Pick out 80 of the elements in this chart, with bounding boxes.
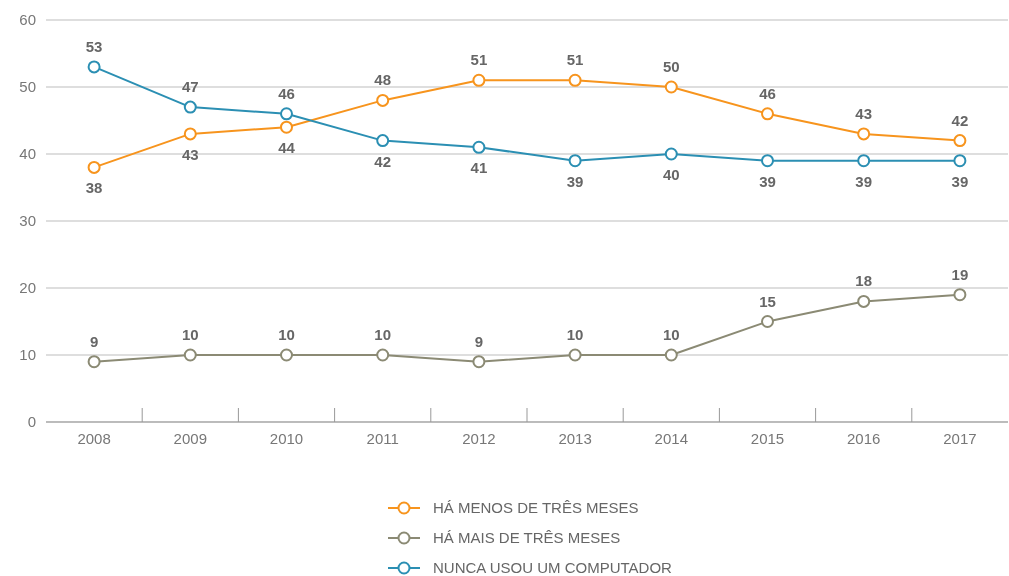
- data-label: 39: [759, 172, 776, 190]
- x-tick-label: 2012: [462, 430, 496, 447]
- data-label: 42: [951, 111, 969, 129]
- y-tick-label: 10: [19, 346, 36, 364]
- data-label: 50: [662, 58, 680, 75]
- data-label: 48: [374, 71, 392, 89]
- point: [953, 154, 967, 168]
- data-label: 51: [470, 51, 488, 69]
- point: [568, 348, 582, 362]
- point: [280, 120, 293, 134]
- point: [664, 147, 678, 161]
- point: [87, 60, 101, 74]
- point: [472, 140, 486, 154]
- y-tick-label: 30: [19, 212, 36, 230]
- point: [953, 288, 967, 302]
- data-label: 39: [855, 172, 873, 190]
- point: [761, 315, 774, 328]
- data-label: 42: [374, 152, 392, 170]
- data-label: 40: [662, 166, 680, 183]
- data-label: 9: [89, 332, 99, 350]
- point: [761, 107, 774, 121]
- data-label: 15: [759, 292, 776, 310]
- point: [472, 73, 486, 87]
- y-tick-label: 60: [19, 11, 36, 29]
- data-label: 53: [85, 37, 103, 55]
- data-label: 43: [181, 145, 199, 163]
- point: [857, 154, 871, 168]
- data-label: 10: [181, 326, 199, 343]
- legend-label: HÁ MENOS DE TRÊS MESES: [433, 499, 639, 517]
- legend-label: NUNCA USOU UM COMPUTADOR: [433, 559, 673, 576]
- point: [761, 154, 774, 168]
- data-label: 10: [374, 326, 392, 343]
- x-tick-label: 2008: [77, 430, 111, 447]
- legend-label: HÁ MAIS DE TRÊS MESES: [433, 529, 621, 547]
- data-label: 43: [855, 104, 873, 122]
- data-label: 44: [278, 139, 296, 157]
- point: [568, 73, 582, 87]
- data-label: 46: [759, 84, 776, 102]
- data-label: 47: [181, 78, 199, 96]
- x-tick-label: 2014: [654, 430, 688, 447]
- data-label: 10: [662, 326, 680, 343]
- point: [280, 348, 293, 362]
- point: [376, 348, 390, 362]
- x-tick-label: 2011: [366, 430, 399, 447]
- point: [87, 160, 101, 174]
- data-label: 51: [566, 51, 584, 69]
- y-tick-label: 0: [27, 413, 36, 431]
- point: [568, 154, 582, 168]
- point: [472, 355, 486, 369]
- data-label: 10: [278, 326, 295, 343]
- point: [376, 93, 390, 107]
- x-tick-label: 2009: [173, 430, 207, 447]
- point: [664, 80, 678, 94]
- data-label: 18: [855, 272, 873, 290]
- point: [664, 348, 678, 362]
- data-label: 39: [951, 172, 969, 190]
- point: [183, 348, 197, 362]
- point: [376, 134, 390, 148]
- data-label: 46: [278, 84, 295, 102]
- point: [857, 294, 871, 308]
- y-tick-label: 20: [19, 279, 36, 297]
- point: [183, 127, 197, 141]
- data-label: 41: [470, 159, 488, 177]
- point: [183, 100, 197, 114]
- data-label: 9: [474, 332, 484, 350]
- data-label: 19: [951, 265, 969, 283]
- data-label: 39: [566, 172, 584, 190]
- y-tick-label: 40: [19, 145, 36, 163]
- x-tick-label: 2016: [847, 430, 881, 447]
- x-tick-label: 2017: [943, 430, 977, 447]
- x-tick-label: 2010: [269, 430, 304, 447]
- point: [87, 355, 101, 369]
- point: [857, 127, 871, 141]
- data-label: 38: [85, 179, 103, 197]
- point: [953, 134, 967, 148]
- y-tick-label: 50: [19, 78, 36, 96]
- data-label: 10: [566, 326, 584, 343]
- point: [280, 107, 293, 121]
- x-tick-label: 2013: [558, 430, 592, 447]
- x-tick-label: 2015: [750, 430, 785, 447]
